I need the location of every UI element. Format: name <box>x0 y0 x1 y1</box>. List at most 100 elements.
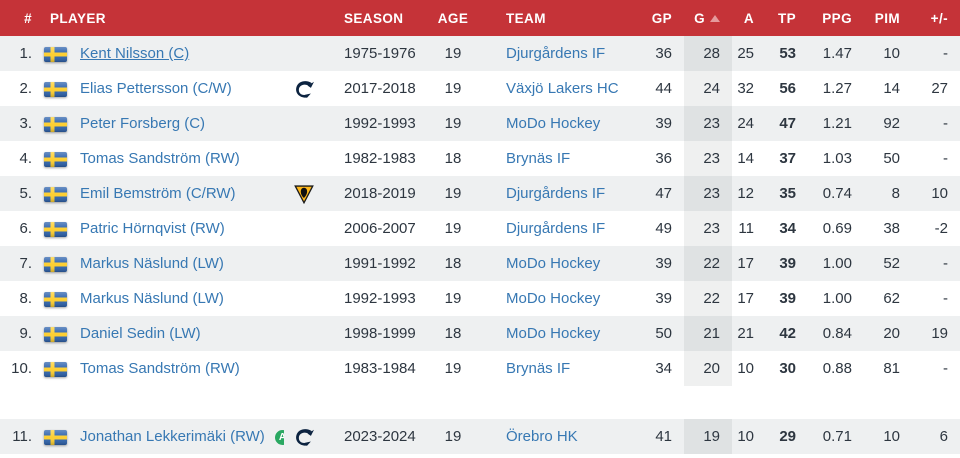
player-cell: Emil Bemström (C/RW) <box>72 176 284 211</box>
rank-cell: 2. <box>0 71 38 106</box>
ppg-cell: 1.47 <box>808 36 864 71</box>
rank-cell: 11. <box>0 419 38 454</box>
team-link[interactable]: Djurgårdens IF <box>506 45 606 62</box>
column-header-player[interactable]: PLAYER <box>38 0 324 36</box>
nationality-cell <box>38 211 72 246</box>
player-link[interactable]: Tomas Sandström (RW) <box>80 150 240 167</box>
age-cell: 19 <box>424 36 482 71</box>
season-cell: 1983-1984 <box>324 351 424 386</box>
column-header-age[interactable]: AGE <box>424 0 482 36</box>
age-cell: 19 <box>424 106 482 141</box>
player-link[interactable]: Emil Bemström (C/RW) <box>80 185 236 202</box>
team-link[interactable]: Djurgårdens IF <box>506 185 606 202</box>
ppg-cell: 1.00 <box>808 281 864 316</box>
assists-cell: 12 <box>732 176 766 211</box>
penguins-logo-icon[interactable] <box>294 184 314 204</box>
column-header-assists[interactable]: A <box>732 0 766 36</box>
column-header-ppg[interactable]: PPG <box>808 0 864 36</box>
plusminus-cell: - <box>912 246 960 281</box>
sweden-flag-icon <box>43 429 67 445</box>
player-cell: Peter Forsberg (C) <box>72 106 284 141</box>
season-cell: 1982-1983 <box>324 141 424 176</box>
points-cell: 53 <box>766 36 808 71</box>
player-link[interactable]: Markus Näslund (LW) <box>80 255 224 272</box>
points-cell: 35 <box>766 176 808 211</box>
gp-cell: 34 <box>632 351 684 386</box>
plusminus-cell: 6 <box>912 419 960 454</box>
rank-cell: 8. <box>0 281 38 316</box>
column-header-plusminus[interactable]: +/- <box>912 0 960 36</box>
season-cell: 1991-1992 <box>324 246 424 281</box>
rank-cell: 3. <box>0 106 38 141</box>
gp-cell: 50 <box>632 316 684 351</box>
team-link[interactable]: Örebro HK <box>506 428 578 445</box>
canucks-logo-icon[interactable] <box>293 427 315 447</box>
team-cell: Djurgårdens IF <box>482 211 632 246</box>
player-link[interactable]: Jonathan Lekkerimäki (RW) <box>80 428 265 445</box>
column-header-pim[interactable]: PIM <box>864 0 912 36</box>
goals-cell: 23 <box>684 211 732 246</box>
nationality-cell <box>38 106 72 141</box>
gp-cell: 41 <box>632 419 684 454</box>
column-header-rank[interactable]: # <box>0 0 38 36</box>
player-link[interactable]: Kent Nilsson (C) <box>80 45 190 62</box>
gp-cell: 39 <box>632 106 684 141</box>
sort-ascending-icon <box>710 14 720 22</box>
nhl-club-cell <box>284 141 324 176</box>
age-cell: 18 <box>424 246 482 281</box>
nhl-club-cell <box>284 211 324 246</box>
column-header-gp[interactable]: GP <box>632 0 684 36</box>
team-cell: MoDo Hockey <box>482 281 632 316</box>
player-link[interactable]: Peter Forsberg (C) <box>80 115 206 132</box>
table-row: 5. Emil Bemström (C/RW) <box>0 176 960 211</box>
ppg-cell: 1.00 <box>808 246 864 281</box>
player-link[interactable]: Daniel Sedin (LW) <box>80 325 201 342</box>
goals-cell: 22 <box>684 281 732 316</box>
column-header-season[interactable]: SEASON <box>324 0 424 36</box>
player-cell: Daniel Sedin (LW) <box>72 316 284 351</box>
team-link[interactable]: MoDo Hockey <box>506 115 601 132</box>
ppg-cell: 0.84 <box>808 316 864 351</box>
nhl-club-cell <box>284 419 324 454</box>
pim-cell: 92 <box>864 106 912 141</box>
player-link[interactable]: Elias Pettersson (C/W) <box>80 80 232 97</box>
player-cell: Jonathan Lekkerimäki (RW) A <box>72 419 284 454</box>
team-link[interactable]: Brynäs IF <box>506 360 571 377</box>
plusminus-cell: - <box>912 36 960 71</box>
team-link[interactable]: Brynäs IF <box>506 150 571 167</box>
player-cell: Kent Nilsson (C) <box>72 36 284 71</box>
team-link[interactable]: Djurgårdens IF <box>506 220 606 237</box>
season-cell: 1992-1993 <box>324 106 424 141</box>
player-link[interactable]: Markus Näslund (LW) <box>80 290 224 307</box>
points-cell: 39 <box>766 246 808 281</box>
pim-cell: 10 <box>864 419 912 454</box>
assists-cell: 21 <box>732 316 766 351</box>
table-body: 1. Kent Nilsson (C) <box>0 36 960 454</box>
column-header-goals[interactable]: G <box>684 0 732 36</box>
points-cell: 42 <box>766 316 808 351</box>
ppg-cell: 0.74 <box>808 176 864 211</box>
column-header-team[interactable]: TEAM <box>482 0 632 36</box>
team-link[interactable]: Växjö Lakers HC <box>506 80 619 97</box>
table-row: 1. Kent Nilsson (C) <box>0 36 960 71</box>
nhl-club-cell <box>284 176 324 211</box>
rank-cell: 9. <box>0 316 38 351</box>
nationality-cell <box>38 316 72 351</box>
player-link[interactable]: Patric Hörnqvist (RW) <box>80 220 225 237</box>
plusminus-cell: - <box>912 141 960 176</box>
ppg-cell: 1.21 <box>808 106 864 141</box>
team-link[interactable]: MoDo Hockey <box>506 325 601 342</box>
player-cell: Patric Hörnqvist (RW) <box>72 211 284 246</box>
sweden-flag-icon <box>43 221 67 237</box>
sweden-flag-icon <box>43 81 67 97</box>
nationality-cell <box>38 419 72 454</box>
team-link[interactable]: MoDo Hockey <box>506 290 601 307</box>
canucks-logo-icon[interactable] <box>293 79 315 99</box>
age-cell: 18 <box>424 316 482 351</box>
nhl-club-cell <box>284 36 324 71</box>
team-link[interactable]: MoDo Hockey <box>506 255 601 272</box>
player-cell: Markus Näslund (LW) <box>72 281 284 316</box>
column-header-points[interactable]: TP <box>766 0 808 36</box>
player-link[interactable]: Tomas Sandström (RW) <box>80 360 240 377</box>
separator-row <box>0 386 960 419</box>
